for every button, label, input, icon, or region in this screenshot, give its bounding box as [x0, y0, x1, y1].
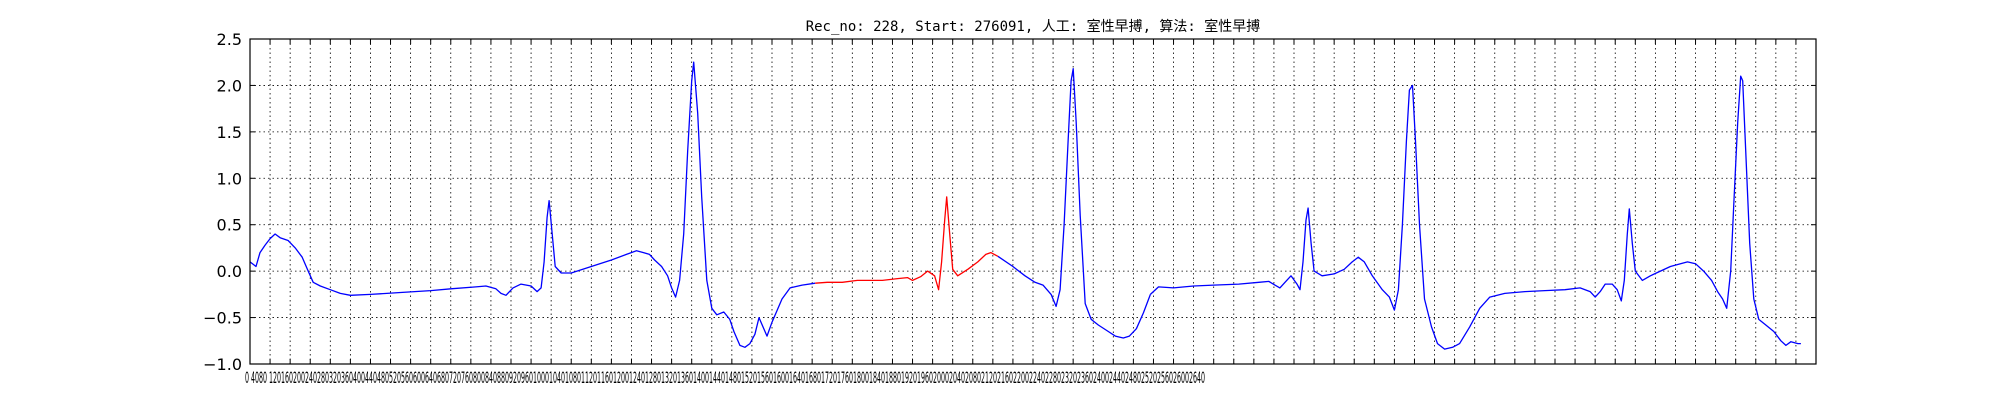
- y-tick-label: 1.5: [217, 123, 242, 142]
- y-tick-label: −1.0: [203, 355, 242, 374]
- axis-ticks: [249, 38, 1817, 365]
- chart-title: Rec_no: 228, Start: 276091, 人工: 室性早搏, 算法…: [806, 18, 1261, 35]
- y-tick-label: 0.0: [217, 262, 242, 281]
- signal-series: [249, 61, 1801, 350]
- y-tick-label: 2.0: [217, 76, 242, 95]
- x-tick-labels: 0 4080 120160200240280320360400440480520…: [245, 368, 1205, 387]
- ecg-series-line: [997, 68, 1152, 339]
- y-tick-labels: −1.0 −0.5 0.0 0.5 1.0 1.5 2.0 2.5: [203, 30, 242, 374]
- ecg-series-line: [249, 61, 816, 348]
- y-tick-label: 0.5: [217, 216, 242, 235]
- grid-lines: [250, 39, 1816, 364]
- y-tick-label: 2.5: [217, 30, 242, 49]
- y-tick-label: −0.5: [203, 309, 242, 328]
- y-tick-label: 1.0: [217, 169, 242, 188]
- ecg-series-line: [1149, 75, 1801, 350]
- ecg-series-line: [815, 196, 999, 291]
